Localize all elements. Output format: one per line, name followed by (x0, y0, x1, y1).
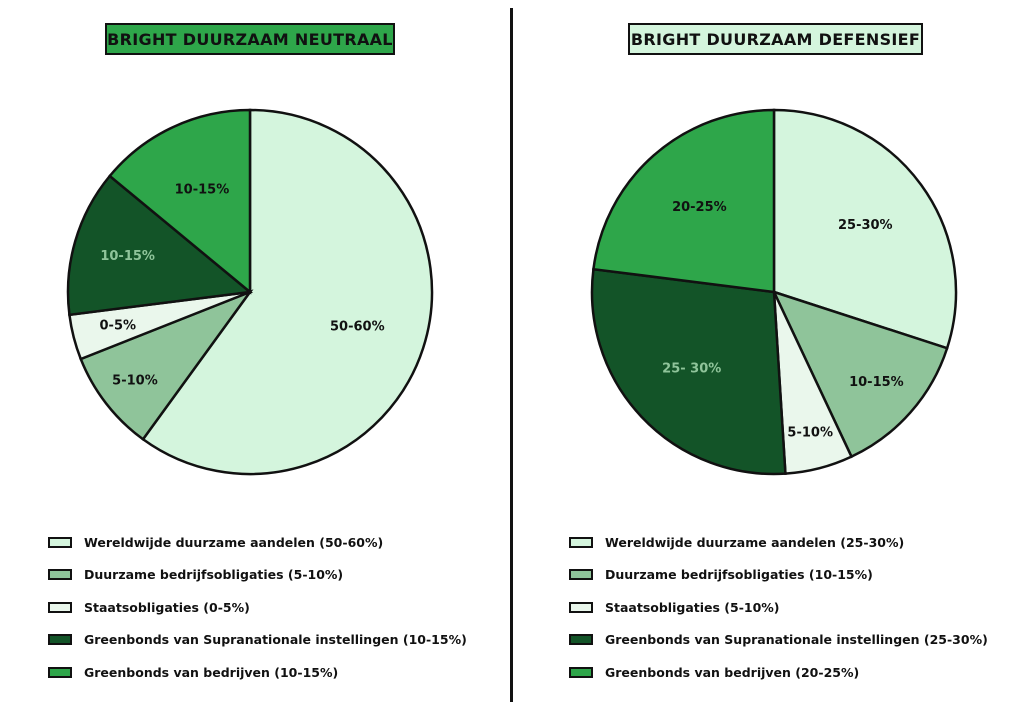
legend-item: Greenbonds van bedrijven (20-25%) (569, 656, 988, 689)
legend-label: Staatsobligaties (0-5%) (84, 599, 250, 615)
legend-swatch (48, 666, 72, 678)
legend-label: Wereldwijde duurzame aandelen (50-60%) (84, 534, 384, 550)
slice-label: 0-5% (100, 318, 137, 333)
legend-label: Duurzame bedrijfsobligaties (5-10%) (84, 567, 344, 583)
legend-swatch (48, 634, 72, 646)
legend-swatch (569, 536, 593, 548)
legend: Wereldwijde duurzame aandelen (50-60%) Du… (48, 526, 467, 689)
legend-swatch (569, 601, 593, 613)
legend-label: Greenbonds van Supranationale instelling… (84, 632, 467, 648)
chart-defensief: BRIGHT DUURZAAM DEFENSIEF 25-30% 10-15% 5-… (512, 0, 1024, 710)
legend-item: Wereldwijde duurzame aandelen (50-60%) (48, 526, 467, 559)
legend-label: Greenbonds van bedrijven (20-25%) (605, 664, 860, 680)
legend-swatch (569, 569, 593, 581)
legend-item: Greenbonds van bedrijven (10-15%) (48, 656, 467, 689)
pie-slice (772, 108, 958, 350)
slice-label: 20-25% (672, 200, 727, 215)
legend-swatch (569, 634, 593, 646)
legend-item: Duurzame bedrijfsobligaties (5-10%) (48, 559, 467, 592)
pie-chart: 25-30% 10-15% 5-10% 25- 30% 20-25% (590, 108, 958, 476)
legend-label: Wereldwijde duurzame aandelen (25-30%) (605, 534, 905, 550)
legend-item: Greenbonds van Supranationale instelling… (48, 624, 467, 657)
legend-item: Staatsobligaties (0-5%) (48, 591, 467, 624)
pie-slice (108, 108, 252, 295)
slice-label: 25- 30% (662, 362, 721, 377)
legend-item: Wereldwijde duurzame aandelen (25-30%) (569, 526, 988, 559)
legend-swatch (48, 536, 72, 548)
legend-label: Duurzame bedrijfsobligaties (10-15%) (605, 567, 873, 583)
chart-title: BRIGHT DUURZAAM NEUTRAAL (105, 23, 395, 55)
legend-item: Duurzame bedrijfsobligaties (10-15%) (569, 559, 988, 592)
pie-slice (590, 267, 787, 476)
pie-chart: 50-60% 5-10% 0-5% 10-15% 10-15% (66, 108, 434, 476)
slice-label: 25-30% (838, 218, 893, 233)
slice-label: 10-15% (849, 375, 904, 390)
panel-divider (510, 8, 513, 702)
chart-neutraal: BRIGHT DUURZAAM NEUTRAAL 50-60% 5-10% 0-5%… (48, 23, 467, 689)
slice-label: 10-15% (100, 249, 155, 264)
legend-label: Greenbonds van bedrijven (10-15%) (84, 664, 339, 680)
legend-item: Staatsobligaties (5-10%) (569, 591, 988, 624)
legend-swatch (569, 666, 593, 678)
pie-slice (66, 174, 254, 317)
legend-swatch (48, 601, 72, 613)
slice-label: 10-15% (175, 182, 230, 197)
slice-label: 5-10% (787, 426, 833, 441)
pie-slice (141, 108, 434, 476)
slice-label: 5-10% (112, 374, 158, 389)
chart-title: BRIGHT DUURZAAM DEFENSIEF (628, 23, 923, 55)
legend-swatch (48, 569, 72, 581)
pie-slice (771, 289, 949, 459)
pie-slice (592, 108, 776, 294)
pie-slice (79, 289, 254, 441)
legend-label: Greenbonds van Supranationale instelling… (605, 632, 988, 648)
legend-item: Greenbonds van Supranationale instelling… (569, 624, 988, 657)
legend: Wereldwijde duurzame aandelen (25-30%) Du… (569, 526, 988, 689)
slice-label: 50-60% (330, 319, 385, 334)
legend-label: Staatsobligaties (5-10%) (605, 599, 780, 615)
